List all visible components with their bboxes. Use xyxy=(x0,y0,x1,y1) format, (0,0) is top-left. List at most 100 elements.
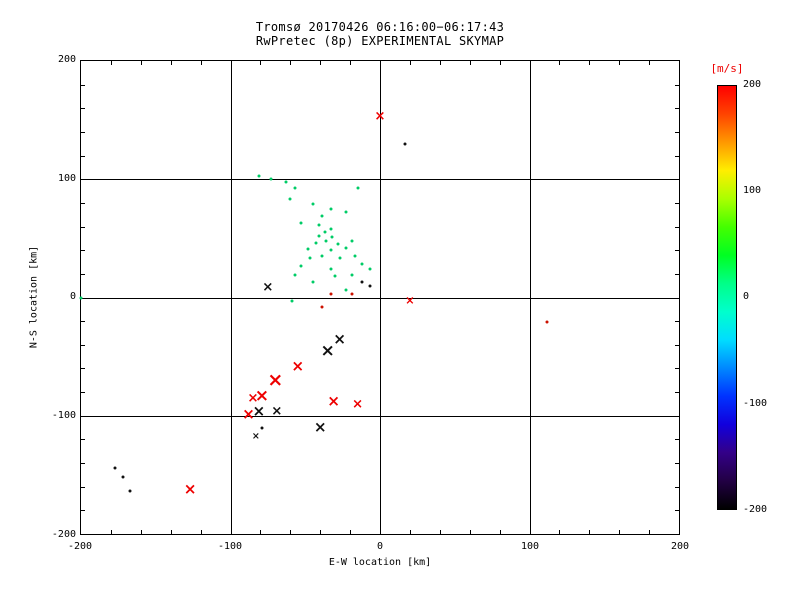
data-point-dot xyxy=(360,262,364,266)
y-tick-label: 100 xyxy=(57,173,76,184)
data-point-dot xyxy=(329,248,333,252)
data-point-x: × xyxy=(271,404,283,420)
colorbar-units-label: [m/s] xyxy=(710,62,744,75)
axis-minor-tick xyxy=(81,155,85,157)
axis-minor-tick xyxy=(81,510,85,512)
axis-minor-tick xyxy=(170,530,172,534)
axis-minor-tick xyxy=(675,510,679,512)
axis-minor-tick xyxy=(469,61,471,65)
colorbar-tick-label: 200 xyxy=(743,79,762,90)
x-tick-label: -100 xyxy=(217,541,243,552)
data-point-dot xyxy=(344,288,348,292)
data-point-x: × xyxy=(252,402,266,421)
axis-minor-tick xyxy=(589,530,591,534)
data-point-dot xyxy=(306,247,310,251)
axis-minor-tick xyxy=(589,61,591,65)
axis-minor-tick xyxy=(675,321,679,323)
x-tick-label: 200 xyxy=(670,541,690,552)
axis-minor-tick xyxy=(260,61,262,65)
data-point-dot xyxy=(79,296,83,299)
axis-minor-tick xyxy=(200,61,202,65)
data-point-dot xyxy=(113,466,117,470)
data-point-dot xyxy=(314,241,318,245)
axis-minor-tick xyxy=(110,61,112,65)
axis-minor-tick xyxy=(81,463,85,465)
axis-minor-tick xyxy=(110,530,112,534)
data-point-dot xyxy=(350,273,354,277)
axis-minor-tick xyxy=(675,368,679,370)
axis-minor-tick xyxy=(559,61,561,65)
axis-minor-tick xyxy=(675,250,679,252)
axis-minor-tick xyxy=(675,486,679,488)
data-point-x: × xyxy=(183,480,197,499)
data-point-dot xyxy=(317,223,321,227)
data-point-dot xyxy=(338,256,342,260)
data-point-dot xyxy=(545,320,549,324)
data-point-dot xyxy=(329,292,333,296)
data-point-dot xyxy=(317,234,321,238)
axis-minor-tick xyxy=(320,61,322,65)
data-point-dot xyxy=(368,267,372,271)
data-point-dot xyxy=(330,235,334,239)
axis-minor-tick xyxy=(675,273,679,275)
axis-minor-tick xyxy=(649,61,651,65)
data-point-dot xyxy=(323,230,327,234)
data-point-x: × xyxy=(351,397,364,413)
colorbar-tick-label: 100 xyxy=(743,185,762,196)
data-point-dot xyxy=(288,197,292,201)
axis-minor-tick xyxy=(675,344,679,346)
data-point-dot xyxy=(353,254,357,258)
data-point-x: × xyxy=(320,341,335,362)
axis-minor-tick xyxy=(439,530,441,534)
data-point-dot xyxy=(329,227,333,231)
data-point-dot xyxy=(311,280,315,284)
data-point-x: × xyxy=(374,108,386,124)
data-point-dot xyxy=(320,254,324,258)
plot-area: × × × × × × × × × × × × × × × × × xyxy=(79,60,680,535)
axis-minor-tick xyxy=(81,344,85,346)
axis-minor-tick xyxy=(320,530,322,534)
data-point-dot xyxy=(350,292,354,296)
y-tick-label: 0 xyxy=(69,291,76,302)
axis-minor-tick xyxy=(140,530,142,534)
data-point-x: × xyxy=(327,391,341,410)
data-point-dot xyxy=(299,221,303,225)
data-point-x: × xyxy=(333,330,346,349)
data-point-dot xyxy=(299,264,303,268)
data-point-dot xyxy=(257,174,261,178)
plot-title: Tromsø 20170426 06:16:00−06:17:43 xyxy=(255,20,505,34)
axis-minor-tick xyxy=(675,463,679,465)
gridline-horizontal xyxy=(81,297,679,299)
data-point-dot xyxy=(293,273,297,277)
data-point-dot xyxy=(329,207,333,211)
data-point-x: × xyxy=(254,385,270,406)
data-point-dot xyxy=(284,180,288,184)
x-tick-label: 0 xyxy=(376,541,384,552)
axis-minor-tick xyxy=(499,530,501,534)
axis-minor-tick xyxy=(469,530,471,534)
axis-minor-tick xyxy=(559,530,561,534)
data-point-x: × xyxy=(267,369,284,392)
data-point-x: × xyxy=(262,280,274,296)
colorbar xyxy=(717,85,737,510)
data-point-dot xyxy=(329,267,333,271)
axis-minor-tick xyxy=(81,250,85,252)
axis-minor-tick xyxy=(290,530,292,534)
data-point-dot xyxy=(368,284,372,288)
data-point-dot xyxy=(336,242,340,246)
data-point-dot xyxy=(333,274,337,278)
axis-minor-tick xyxy=(81,131,85,133)
data-point-dot xyxy=(308,256,312,260)
axis-minor-tick xyxy=(409,530,411,534)
data-point-dot xyxy=(121,475,125,479)
data-point-x: × xyxy=(405,293,415,308)
axis-minor-tick xyxy=(81,368,85,370)
plot-subtitle: RwPretec (8p) EXPERIMENTAL SKYMAP xyxy=(255,34,505,48)
data-point-dot xyxy=(350,239,354,243)
x-tick-label: -200 xyxy=(67,541,93,552)
data-point-dot xyxy=(269,177,273,181)
axis-minor-tick xyxy=(675,155,679,157)
data-point-x: × xyxy=(242,404,255,423)
data-point-dot xyxy=(344,246,348,250)
data-point-dot xyxy=(403,142,407,146)
